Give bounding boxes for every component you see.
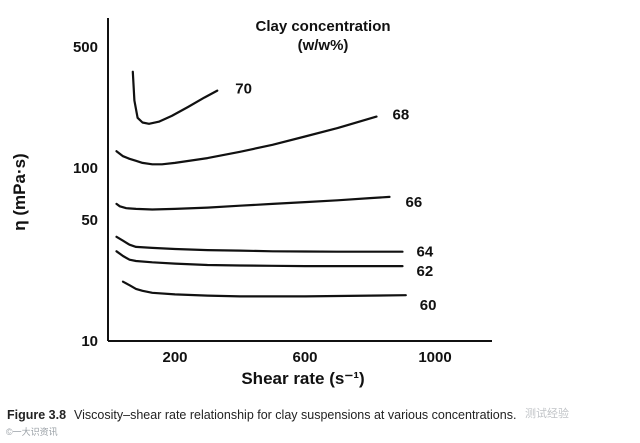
series-line-66 <box>115 195 391 211</box>
caption-text: Viscosity–shear rate relationship for cl… <box>74 408 445 422</box>
series-label-62: 62 <box>417 263 434 280</box>
series-line-70 <box>131 70 219 125</box>
series-line-62 <box>115 250 404 268</box>
y-tick-label: 50 <box>81 212 98 229</box>
series-line-60 <box>121 280 407 298</box>
y-tick-label: 100 <box>73 160 98 177</box>
series-label-60: 60 <box>420 297 437 314</box>
x-tick-label: 1000 <box>418 349 451 366</box>
series-label-64: 64 <box>417 244 434 261</box>
y-axis-label: η (mPa·s) <box>10 153 29 230</box>
y-tick-label: 500 <box>73 39 98 56</box>
caption-text-tail: ncentrations. <box>444 408 517 422</box>
series-line-64 <box>115 235 404 253</box>
caption-label: Figure 3.8 <box>7 408 67 422</box>
x-tick-label: 600 <box>292 349 317 366</box>
chart: Clay concentration (w/w%) Shear rate (s⁻… <box>10 18 492 388</box>
y-tick-label: 10 <box>81 333 98 350</box>
series-label-66: 66 <box>406 194 423 211</box>
x-axis-label: Shear rate (s⁻¹) <box>241 369 364 388</box>
watermark-left: ©一大识资讯 <box>6 427 58 437</box>
series-label-70: 70 <box>235 81 252 98</box>
legend-title-line1: Clay concentration <box>255 18 390 35</box>
series-label-68: 68 <box>393 107 410 124</box>
figure-caption: Figure 3.8 Viscosity–shear rate relations… <box>7 408 633 430</box>
x-tick-label: 200 <box>162 349 187 366</box>
legend-title-line2: (w/w%) <box>298 37 349 54</box>
series-line-68 <box>115 115 378 166</box>
watermark-right: 测试经验 <box>525 408 569 420</box>
